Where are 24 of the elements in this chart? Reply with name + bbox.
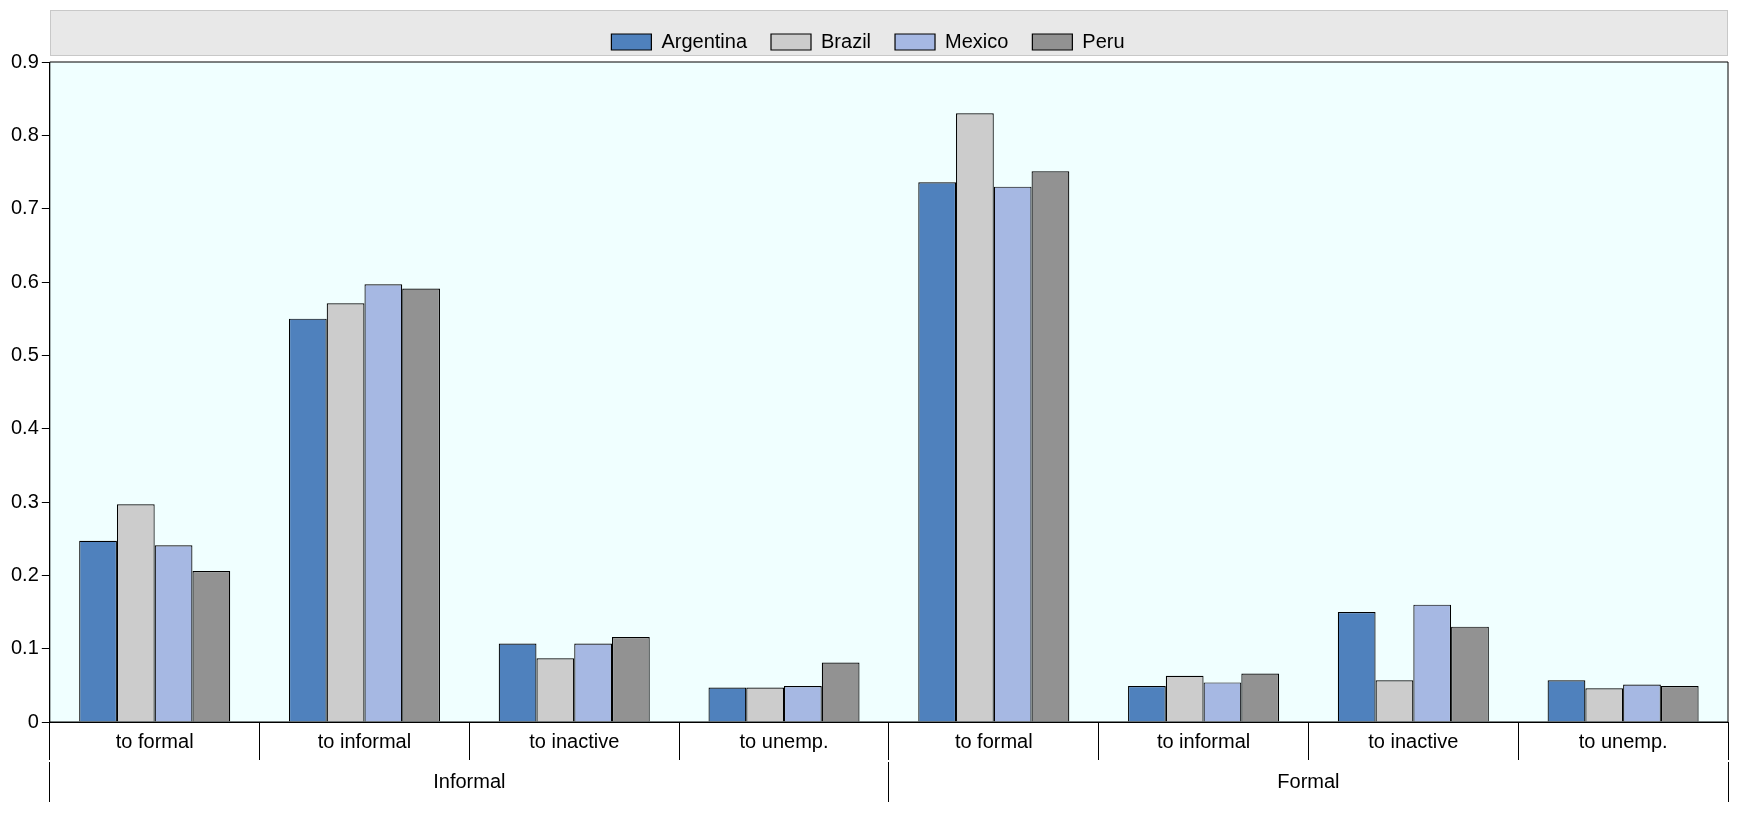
x-tick-label: to unemp. [739, 729, 829, 752]
text: Formal [1277, 769, 1340, 792]
y-tick-label: 0.5 [10, 342, 39, 365]
x-tick-label: to informal [317, 729, 412, 752]
y-tick-label: 0.9 [10, 49, 39, 72]
y-tick-label: 0 [27, 709, 39, 732]
y-tick-label: 0.6 [10, 269, 39, 292]
legend-label: Brazil [821, 29, 872, 52]
x-tick-label: to inactive [1368, 729, 1459, 752]
y-tick-label: 0.8 [10, 122, 39, 145]
y-tick-label: 0.7 [10, 196, 39, 219]
y-tick-label: 0.3 [10, 489, 39, 512]
y-tick-label: 0.2 [10, 562, 39, 585]
x-tick-label: to formal [954, 729, 1033, 752]
legend-label: Peru [1082, 29, 1125, 52]
x-tick-label: to formal [115, 729, 194, 752]
y-tick-label: 0.1 [10, 636, 39, 659]
x-tick-label: to informal [1156, 729, 1251, 752]
legend-label: Mexico [945, 29, 1009, 52]
y-tick-label: 0.4 [10, 416, 39, 439]
x-tick-label: to inactive [529, 729, 620, 752]
legend-label: Argentina [661, 29, 748, 52]
x-tick-label: to unemp. [1578, 729, 1668, 752]
text: Informal [433, 769, 506, 792]
